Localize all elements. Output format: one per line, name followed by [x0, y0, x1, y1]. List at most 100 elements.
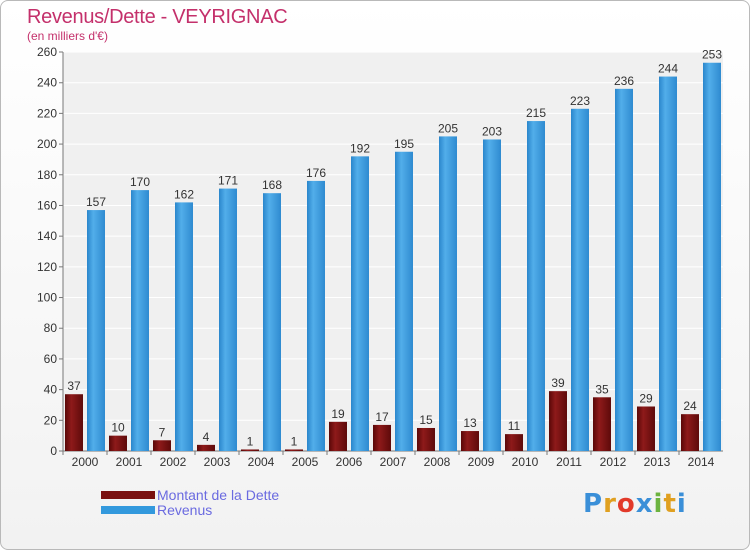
- proxiti-logo: Proxiti: [583, 489, 687, 519]
- data-label-debt: 35: [595, 382, 609, 396]
- bar-debt: [549, 391, 567, 451]
- y-tick-label: 40: [44, 383, 58, 397]
- bar-revenue: [527, 121, 545, 452]
- data-label-revenue: 171: [218, 174, 238, 188]
- y-tick-label: 260: [37, 45, 57, 59]
- data-label-debt: 4: [203, 430, 210, 444]
- data-label-revenue: 205: [438, 121, 458, 135]
- bar-debt: [505, 434, 523, 451]
- bar-debt: [285, 449, 303, 451]
- bar-debt: [417, 427, 435, 451]
- bar-revenue: [703, 62, 721, 451]
- chart-title: Revenus/Dette - VEYRIGNAC: [27, 6, 288, 28]
- data-label-debt: 11: [508, 419, 521, 433]
- bar-revenue: [131, 190, 149, 451]
- data-label-debt: 15: [419, 413, 433, 427]
- y-tick-label: 240: [37, 76, 57, 90]
- x-tick-label: 2012: [600, 455, 627, 469]
- x-tick-label: 2002: [160, 455, 187, 469]
- data-label-revenue: 157: [86, 195, 106, 209]
- y-tick-label: 220: [37, 106, 57, 120]
- bar-debt: [241, 449, 259, 451]
- bar-debt: [65, 394, 83, 451]
- x-tick-label: 2003: [204, 455, 231, 469]
- y-tick-label: 80: [44, 321, 58, 335]
- data-label-debt: 1: [291, 434, 298, 448]
- bar-revenue: [659, 76, 677, 452]
- x-tick-label: 2010: [512, 455, 539, 469]
- legend: Montant de la Dette Revenus: [101, 486, 280, 518]
- data-label-debt: 13: [463, 416, 477, 430]
- logo-letter: x: [635, 489, 654, 519]
- data-label-revenue: 244: [658, 62, 678, 76]
- logo-letter: P: [583, 489, 604, 519]
- x-tick-label: 2000: [72, 455, 99, 469]
- data-label-revenue: 195: [394, 137, 414, 151]
- data-label-revenue: 176: [306, 166, 326, 180]
- logo-letter: i: [653, 489, 664, 519]
- bar-revenue: [483, 139, 501, 451]
- data-label-debt: 19: [331, 407, 345, 421]
- bar-revenue: [263, 193, 281, 451]
- x-tick-label: 2006: [336, 455, 363, 469]
- data-label-debt: 29: [639, 391, 653, 405]
- bar-revenue: [615, 88, 633, 451]
- bar-debt: [681, 414, 699, 451]
- legend-label-revenue: Revenus: [157, 501, 213, 518]
- y-tick-label: 0: [50, 444, 57, 458]
- data-label-debt: 37: [67, 379, 81, 393]
- logo-letter: t: [663, 489, 677, 519]
- x-tick-label: 2004: [248, 455, 275, 469]
- x-tick-label: 2013: [644, 455, 671, 469]
- x-tick-label: 2005: [292, 455, 319, 469]
- plot-area: [63, 52, 723, 451]
- data-label-debt: 10: [111, 421, 125, 435]
- data-label-revenue: 253: [702, 48, 722, 62]
- y-tick-label: 100: [37, 291, 57, 305]
- data-label-debt: 7: [159, 425, 166, 439]
- bar-debt: [153, 440, 171, 451]
- bar-debt: [197, 444, 215, 451]
- bar-debt: [461, 431, 479, 451]
- bar-debt: [329, 421, 347, 451]
- legend-item-revenue: Revenus: [101, 501, 279, 518]
- y-tick-label: 140: [37, 229, 57, 243]
- bar-revenue: [219, 188, 237, 452]
- legend-label-debt: Montant de la Dette: [157, 486, 280, 503]
- data-label-debt: 39: [551, 376, 565, 390]
- legend-item-debt: Montant de la Dette: [101, 486, 280, 503]
- logo-letter: r: [603, 489, 617, 519]
- legend-swatch-revenue: [101, 505, 155, 514]
- bar-debt: [593, 397, 611, 451]
- data-label-revenue: 203: [482, 124, 502, 138]
- y-tick-label: 160: [37, 198, 57, 212]
- bar-revenue: [395, 151, 413, 451]
- legend-swatch-debt: [101, 490, 155, 499]
- logo-letter: i: [676, 489, 687, 519]
- data-label-revenue: 223: [570, 94, 590, 108]
- chart-subtitle: (en milliers d'€): [27, 29, 108, 43]
- data-label-revenue: 170: [130, 175, 150, 189]
- data-label-revenue: 236: [614, 74, 634, 88]
- x-tick-label: 2009: [468, 455, 495, 469]
- x-tick-label: 2014: [688, 455, 715, 469]
- bar-revenue: [307, 180, 325, 451]
- x-tick-label: 2001: [116, 455, 143, 469]
- y-tick-label: 200: [37, 137, 57, 151]
- data-label-debt: 17: [375, 410, 389, 424]
- data-label-debt: 24: [683, 399, 697, 413]
- data-label-revenue: 192: [350, 141, 370, 155]
- y-tick-label: 60: [44, 352, 58, 366]
- bar-revenue: [439, 136, 457, 451]
- x-tick-label: 2008: [424, 455, 451, 469]
- bar-debt: [373, 424, 391, 451]
- bar-revenue: [87, 210, 105, 451]
- data-label-debt: 1: [247, 434, 254, 448]
- bar-debt: [637, 406, 655, 451]
- bar-revenue: [175, 202, 193, 451]
- bar-revenue: [571, 108, 589, 452]
- y-tick-label: 20: [44, 413, 58, 427]
- y-tick-label: 120: [37, 260, 57, 274]
